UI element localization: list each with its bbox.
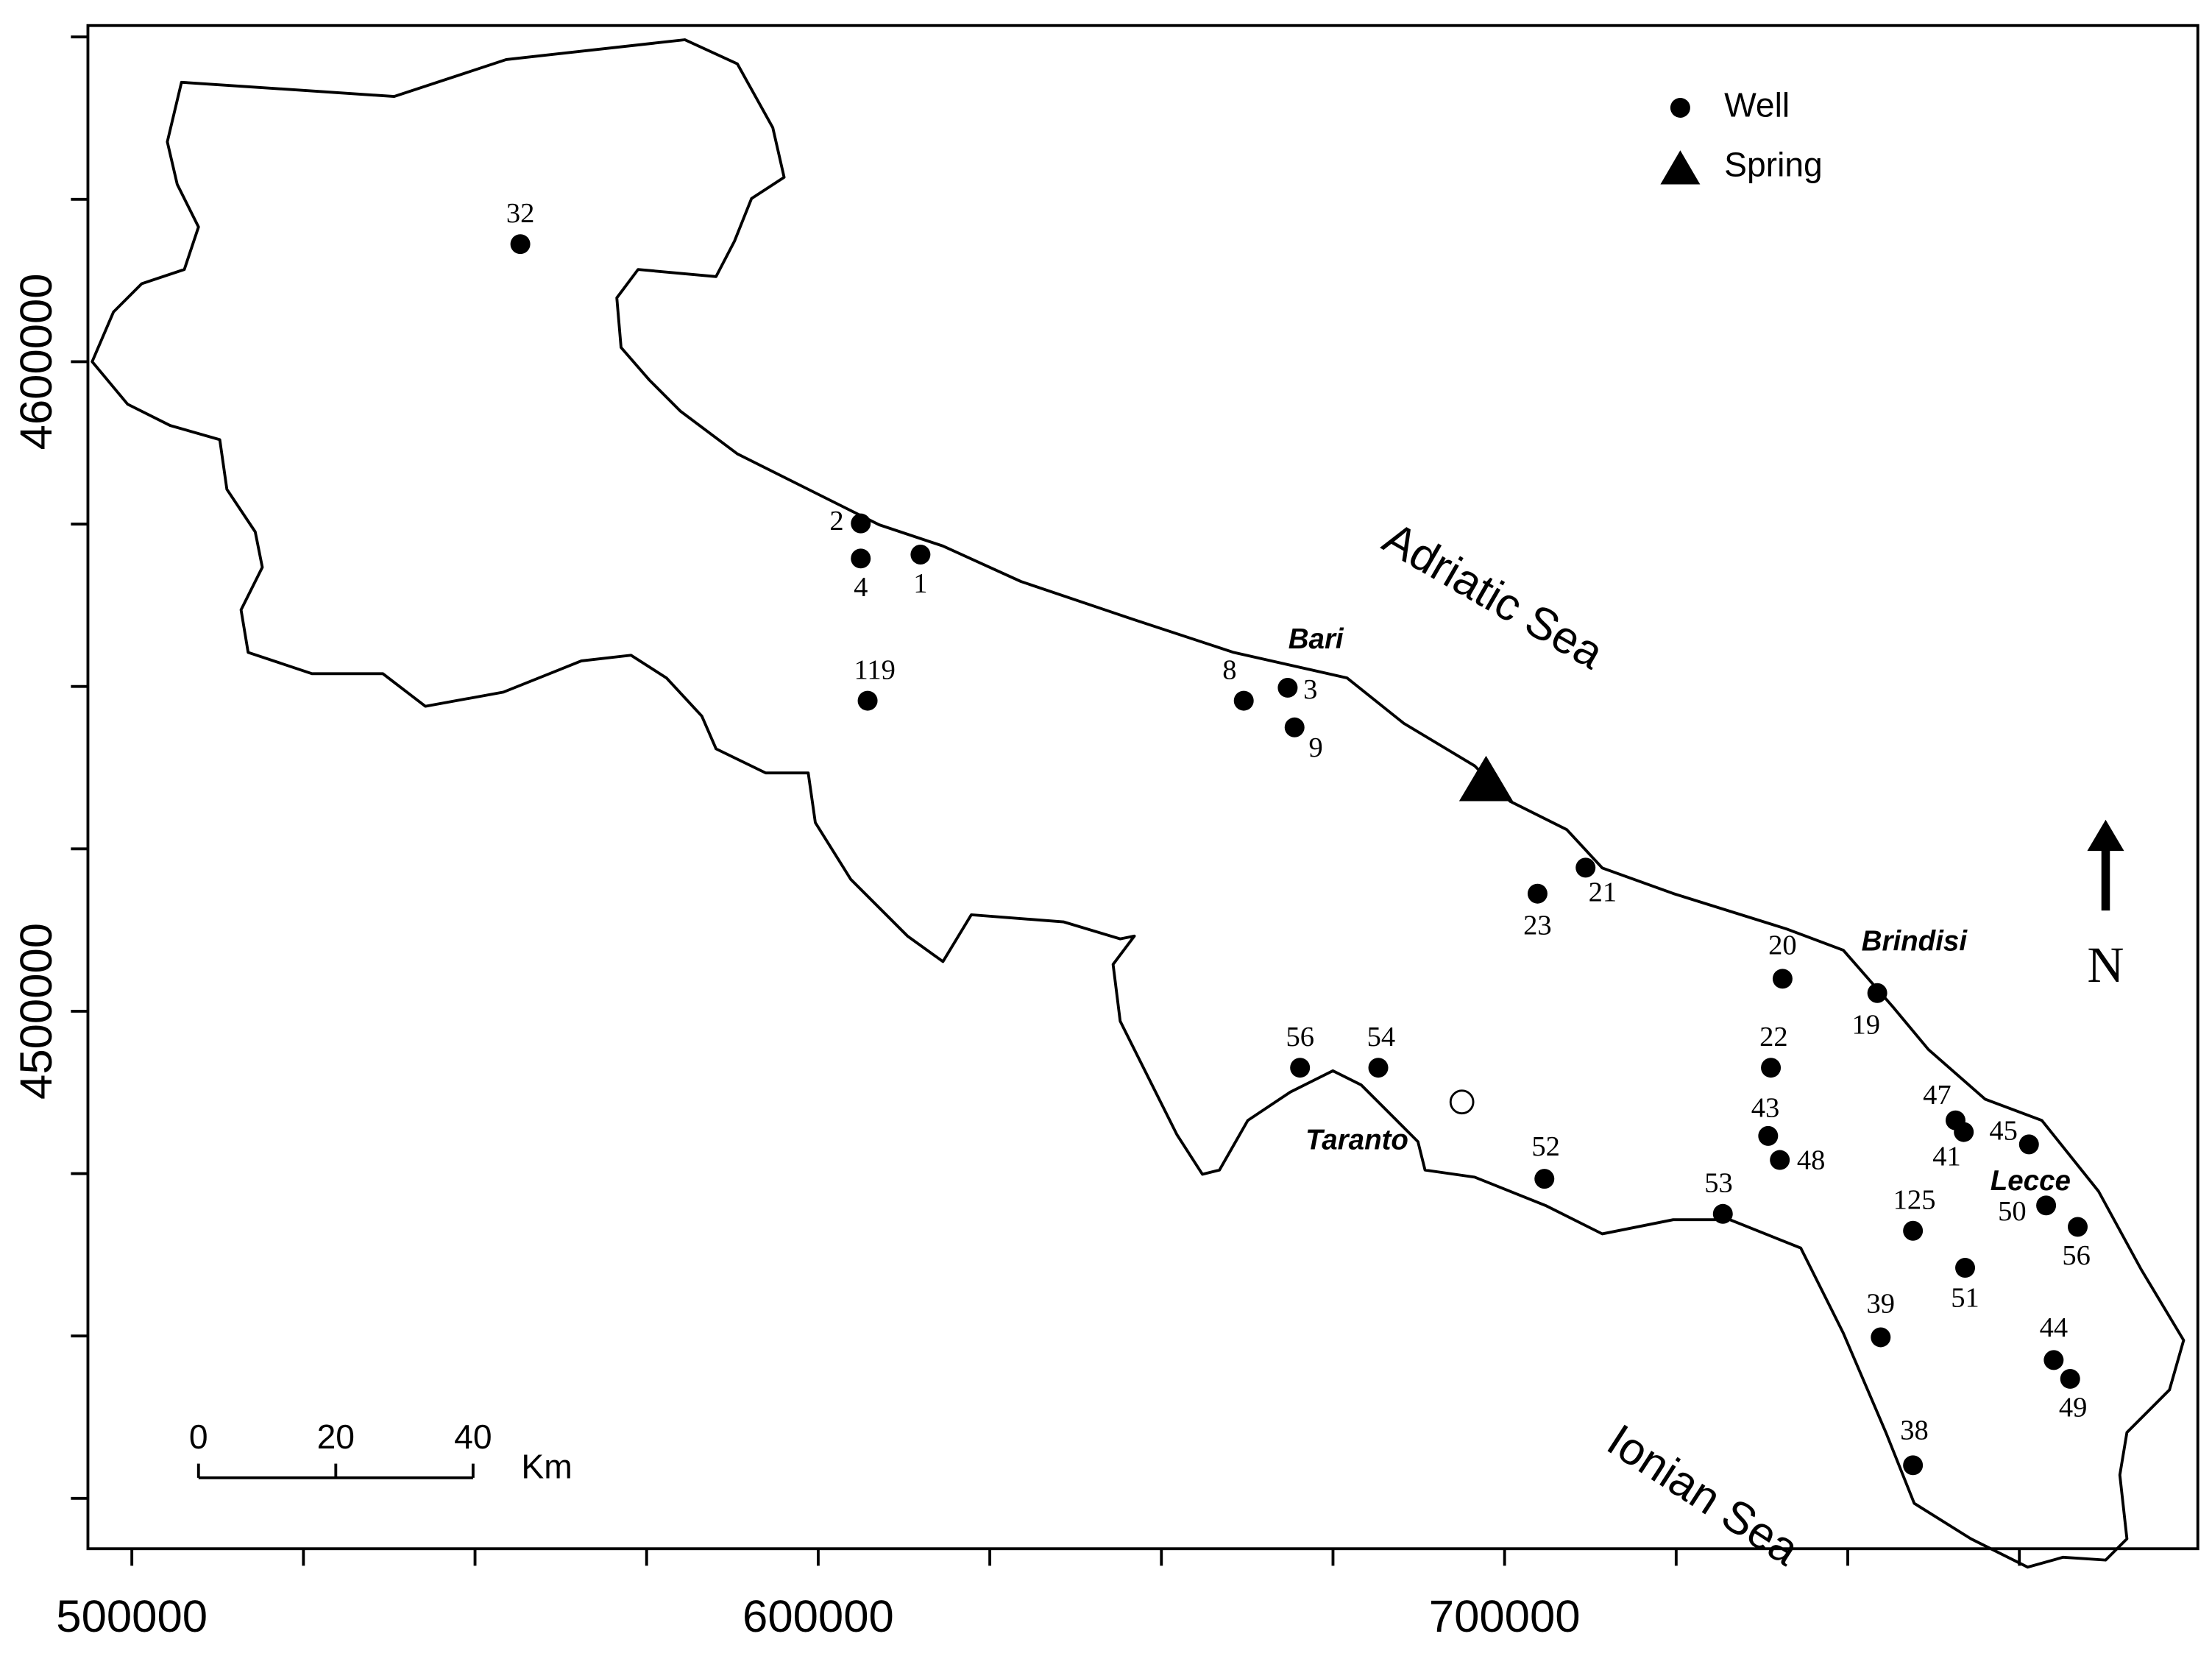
region-outline (91, 38, 2186, 1569)
well-label: 1 (913, 568, 927, 599)
sea-label: Ionian Sea (1598, 1415, 1808, 1576)
lagoon-outline (1449, 1089, 1475, 1115)
well-marker (1954, 1122, 1974, 1142)
well-marker (1867, 983, 1887, 1003)
well-label: 125 (1893, 1185, 1936, 1216)
map-frame (86, 24, 2199, 1551)
scale-bar-unit: Km (521, 1448, 572, 1486)
well-label: 48 (1797, 1145, 1826, 1176)
well-label: 2 (829, 506, 843, 537)
scale-bar-label: 40 (454, 1418, 492, 1456)
legend-label: Well (1724, 86, 1790, 124)
well-label: 56 (2062, 1240, 2091, 1271)
place-label: Bari (1288, 623, 1344, 655)
well-label: 9 (1309, 732, 1323, 763)
well-label: 50 (1998, 1196, 2027, 1227)
well-label: 51 (1951, 1283, 1979, 1314)
north-arrow-head (2087, 819, 2124, 852)
well-marker (1233, 690, 1254, 711)
well-label: 56 (1286, 1022, 1314, 1052)
place-label: Lecce (1991, 1165, 2071, 1197)
well-marker (2060, 1368, 2080, 1389)
well-label: 21 (1589, 877, 1617, 907)
well-label: 4 (854, 572, 868, 603)
x-tick-label: 600000 (742, 1591, 894, 1642)
legend-marker (1670, 97, 1690, 118)
well-marker (851, 548, 871, 569)
well-marker (1368, 1058, 1389, 1078)
well-label: 43 (1751, 1093, 1780, 1124)
well-label: 22 (1759, 1022, 1788, 1052)
well-label: 119 (854, 654, 896, 685)
well-marker (1290, 1058, 1311, 1078)
well-label: 47 (1923, 1080, 1952, 1111)
well-label: 44 (2040, 1312, 2069, 1343)
well-marker (2043, 1350, 2064, 1370)
well-label: 41 (1932, 1142, 1961, 1172)
place-label: Taranto (1305, 1124, 1408, 1156)
x-tick-label: 500000 (56, 1591, 208, 1642)
sea-label: Adriatic Sea (1375, 513, 1612, 679)
well-label: 52 (1531, 1131, 1560, 1162)
well-label: 49 (2059, 1393, 2088, 1423)
well-marker (1712, 1203, 1733, 1224)
well-marker (1761, 1058, 1782, 1078)
well-label: 23 (1523, 910, 1552, 941)
x-tick-label: 700000 (1429, 1591, 1581, 1642)
y-tick-label: 4600000 (11, 273, 62, 450)
well-label: 39 (1867, 1288, 1896, 1319)
well-label: 38 (1900, 1415, 1929, 1446)
well-marker (1772, 969, 1793, 989)
well-label: 54 (1367, 1022, 1396, 1052)
scale-bar-label: 0 (189, 1418, 208, 1456)
well-label: 19 (1851, 1009, 1880, 1040)
well-label: 45 (1989, 1115, 2018, 1146)
well-marker (2068, 1217, 2088, 1237)
legend-label: Spring (1724, 146, 1823, 184)
well-marker (857, 690, 878, 711)
well-marker (510, 234, 531, 255)
well-marker (1284, 717, 1305, 737)
well-marker (2018, 1134, 2039, 1155)
well-marker (1277, 677, 1298, 698)
well-marker (1575, 857, 1596, 878)
well-label: 53 (1704, 1168, 1733, 1199)
legend-marker (1660, 150, 1701, 185)
well-marker (1770, 1150, 1790, 1170)
well-label: 3 (1303, 674, 1317, 705)
well-marker (1534, 1169, 1555, 1189)
scale-bar-label: 20 (317, 1418, 355, 1456)
north-label: N (2087, 937, 2124, 994)
well-marker (1527, 883, 1548, 904)
well-marker (910, 545, 931, 565)
well-marker (2036, 1195, 2057, 1216)
well-marker (1871, 1327, 1891, 1348)
well-marker (1903, 1220, 1924, 1241)
well-marker (1903, 1455, 1924, 1476)
well-marker (851, 513, 871, 534)
spring-marker (1458, 755, 1514, 802)
y-tick-label: 4500000 (11, 923, 62, 1100)
well-marker (1955, 1258, 1976, 1278)
well-label: 20 (1768, 930, 1797, 960)
well-marker (1758, 1125, 1779, 1146)
place-label: Brindisi (1862, 926, 1968, 958)
well-label: 32 (506, 198, 535, 229)
well-label: 8 (1222, 654, 1236, 685)
